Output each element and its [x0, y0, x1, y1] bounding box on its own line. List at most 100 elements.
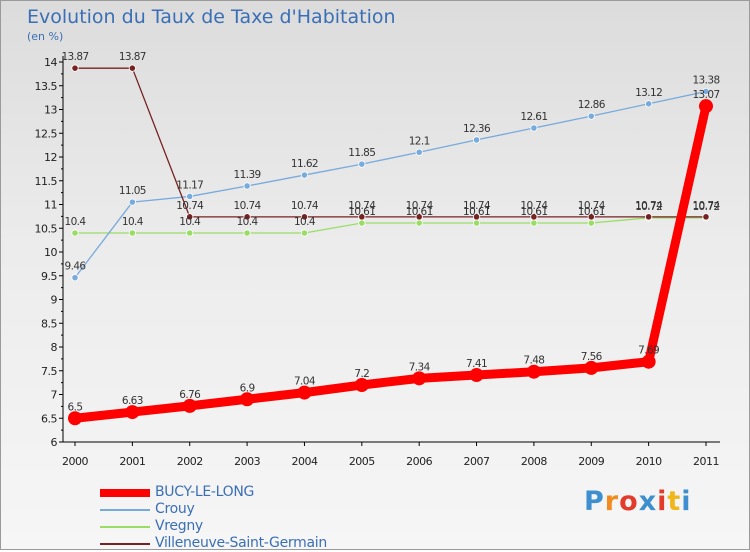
data-label: 12.36: [463, 123, 491, 135]
data-label: 6.63: [122, 395, 143, 407]
data-point-villeneuve-saint-germain: [186, 213, 194, 221]
y-tick-label: 12.5: [35, 127, 58, 140]
logo-letter: t: [667, 486, 682, 517]
logo-letter: P: [584, 486, 605, 517]
data-label: 10.74: [578, 200, 606, 212]
data-label: 13.07: [692, 89, 719, 101]
logo-letter: i: [657, 486, 668, 517]
logo-letter: x: [638, 486, 658, 517]
data-point-vregny: [243, 229, 251, 237]
data-label: 12.1: [409, 135, 430, 147]
x-tick-label: 2009: [578, 455, 604, 468]
x-tick-label: 2003: [234, 455, 260, 468]
data-point-vregny: [358, 219, 366, 227]
y-tick-label: 7.5: [41, 365, 57, 378]
x-tick-label: 2011: [693, 455, 719, 468]
data-label: 10.4: [65, 216, 87, 228]
data-label: 10.74: [291, 200, 319, 212]
data-label: 6.76: [179, 389, 201, 401]
data-label: 10.4: [294, 216, 316, 228]
data-point-vregny: [71, 229, 79, 237]
data-point-bucy-le-long: [68, 411, 82, 426]
data-label: 11.17: [176, 179, 203, 191]
data-point-vregny: [128, 229, 136, 237]
legend-swatch: [100, 526, 150, 528]
data-label: 6.9: [240, 382, 255, 394]
x-tick-label: 2002: [177, 455, 203, 468]
y-tick-label: 10.5: [35, 222, 58, 235]
data-point-villeneuve-saint-germain: [530, 213, 538, 221]
data-label: 10.61: [406, 206, 433, 218]
data-point-crouy: [702, 87, 710, 96]
data-point-crouy: [415, 148, 423, 156]
x-tick-label: 2001: [119, 455, 145, 468]
series-line-villeneuve-saint-germain: [74, 67, 707, 218]
data-point-vregny: [300, 229, 309, 237]
data-point-villeneuve-saint-germain: [128, 64, 136, 72]
data-label: 10.61: [348, 206, 375, 218]
axes: 6 6.5 7 7.5 8 8.5 9 9.5 10 10.5 11 11.5 12 12.5 13 13.5…: [35, 56, 720, 468]
y-tick-label: 11.5: [35, 175, 58, 188]
data-label: 10.74: [348, 200, 376, 212]
data-point-crouy: [358, 160, 366, 168]
data-point-crouy: [243, 182, 251, 190]
series-line-bucy-le-long: [70, 101, 711, 423]
data-point-bucy-le-long: [182, 398, 197, 413]
y-tick-label: 11: [44, 199, 57, 212]
data-point-bucy-le-long: [412, 371, 427, 386]
data-label: 10.74: [234, 200, 262, 212]
data-label: 10.61: [463, 206, 490, 218]
y-tick-label: 14: [44, 56, 57, 69]
y-tick-label: 9.5: [41, 270, 57, 283]
data-label: 13.12: [635, 87, 662, 99]
data-point-villeneuve-saint-germain: [587, 213, 595, 221]
y-tick-label: 13: [44, 104, 57, 117]
x-tick-label: 2005: [349, 455, 375, 468]
logo-letter: o: [619, 486, 639, 517]
data-label: 7.56: [581, 351, 603, 363]
chart-title: Evolution du Taux de Taxe d'Habitation: [27, 6, 396, 28]
data-point-villeneuve-saint-germain: [702, 213, 710, 221]
data-point-villeneuve-saint-germain: [71, 64, 79, 72]
data-label: 13.87: [61, 51, 88, 63]
data-point-villeneuve-saint-germain: [300, 213, 309, 221]
legend-label: Crouy: [155, 501, 195, 517]
data-labels-layer: 6.5 6.63 6.76 6.9 7.04 7.2 7.34 7.41 7.48 7.56 7.6…: [61, 51, 721, 413]
data-label: 10.72: [692, 201, 719, 213]
data-label: 13.38: [692, 74, 719, 86]
data-label: 7.69: [638, 345, 659, 357]
x-tick-label: 2008: [521, 455, 547, 468]
data-label: 10.74: [406, 200, 434, 212]
data-point-villeneuve-saint-germain: [645, 213, 653, 221]
y-tick-label: 8: [51, 341, 58, 354]
data-label: 7.48: [523, 355, 544, 367]
x-tick-label: 2000: [62, 455, 88, 468]
data-label: 12.86: [578, 99, 606, 111]
x-tick-label: 2010: [636, 455, 662, 468]
y-tick-label: 7: [51, 389, 58, 402]
series-line-crouy: [74, 90, 707, 279]
data-point-villeneuve-saint-germain: [358, 213, 366, 221]
x-tick-label: 2007: [464, 455, 490, 468]
y-tick-label: 12: [44, 151, 57, 164]
data-point-bucy-le-long: [354, 378, 369, 392]
proxiti-logo: Proxiti: [584, 486, 692, 517]
data-label: 13.87: [119, 51, 146, 63]
data-label: 10.4: [122, 216, 144, 228]
data-point-crouy: [530, 124, 538, 132]
data-label: 10.4: [237, 216, 259, 228]
data-label: 10.74: [463, 200, 491, 212]
data-point-bucy-le-long: [699, 99, 713, 114]
legend-label: Villeneuve-Saint-Germain: [155, 535, 327, 551]
x-tick-label: 2006: [406, 455, 432, 468]
data-label: 7.04: [294, 376, 316, 388]
chart-subtitle: (en %): [27, 30, 64, 43]
data-label: 11.62: [291, 158, 318, 170]
data-point-bucy-le-long: [125, 405, 140, 420]
data-label: 7.34: [409, 361, 431, 373]
data-point-villeneuve-saint-germain: [472, 213, 481, 221]
legend-swatch: [100, 489, 150, 497]
data-point-bucy-le-long: [240, 392, 255, 407]
